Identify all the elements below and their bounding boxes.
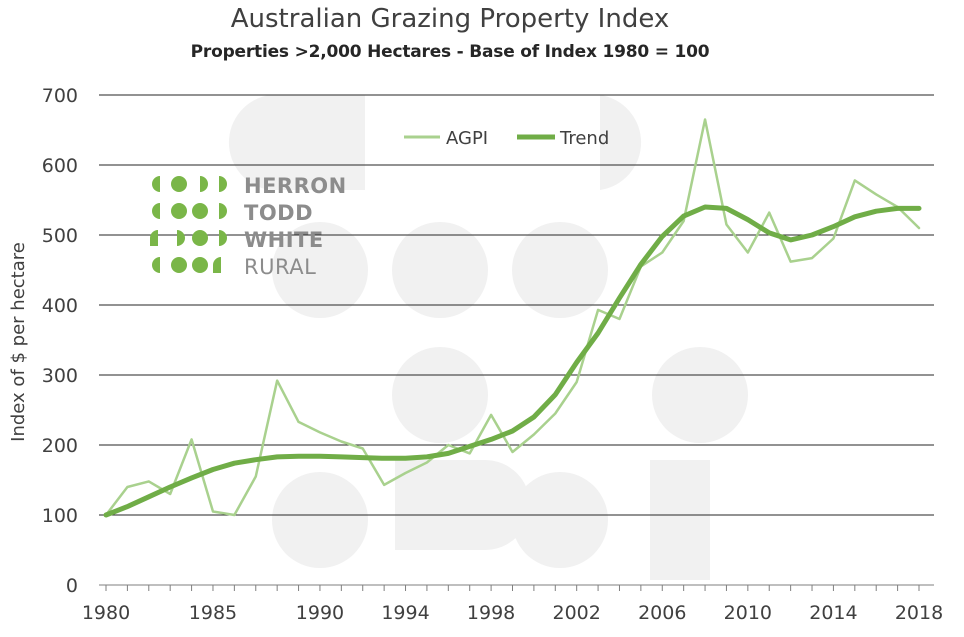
chart-subtitle: Properties >2,000 Hectares - Base of Ind… bbox=[190, 42, 710, 62]
watermark-logo bbox=[228, 95, 748, 580]
watermark-shape bbox=[272, 472, 368, 568]
logo-dot bbox=[150, 230, 158, 246]
watermark-shape bbox=[650, 460, 710, 580]
watermark-shape bbox=[392, 347, 488, 443]
legend-label-trend: Trend bbox=[559, 128, 609, 149]
gridlines bbox=[99, 94, 934, 516]
logo-dot bbox=[152, 257, 160, 273]
y-tick-label: 0 bbox=[66, 575, 78, 597]
logo-dot bbox=[152, 203, 160, 219]
x-axis-ticks: 1980 1985 1990 1994 1998 2002 2006 2010 2014 2018 bbox=[82, 585, 943, 624]
x-tick-label: 1990 bbox=[296, 602, 344, 624]
logo-dot bbox=[192, 230, 208, 246]
logo-dot bbox=[200, 176, 208, 192]
logo-dot bbox=[171, 257, 187, 273]
watermark-shape bbox=[512, 472, 608, 568]
watermark-shape bbox=[392, 222, 488, 318]
logo-dot bbox=[171, 176, 187, 192]
x-tick-label: 2006 bbox=[638, 602, 686, 624]
y-tick-label: 200 bbox=[42, 435, 78, 457]
logo-word-todd: TODD bbox=[244, 201, 313, 225]
logo-dot bbox=[219, 203, 227, 219]
y-tick-label: 700 bbox=[42, 85, 78, 107]
logo-dot bbox=[177, 230, 185, 246]
x-tick-label: 2010 bbox=[724, 602, 772, 624]
watermark-shape bbox=[395, 460, 530, 550]
y-tick-label: 100 bbox=[42, 505, 78, 527]
legend: AGPI Trend bbox=[404, 128, 609, 149]
legend-label-agpi: AGPI bbox=[446, 128, 488, 149]
logo-dot bbox=[192, 203, 208, 219]
watermark-shape bbox=[228, 95, 365, 190]
watermark-shape bbox=[272, 222, 368, 318]
x-tick-label: 1994 bbox=[381, 602, 429, 624]
x-tick-label: 2018 bbox=[895, 602, 943, 624]
y-axis-ticks: 0 100 200 300 400 500 600 700 bbox=[42, 85, 78, 597]
series-group bbox=[103, 118, 922, 518]
watermark-shape bbox=[652, 347, 748, 443]
x-tick-label: 2002 bbox=[553, 602, 601, 624]
chart-title: Australian Grazing Property Index bbox=[230, 4, 670, 34]
logo-dot bbox=[152, 176, 160, 192]
y-tick-label: 500 bbox=[42, 225, 78, 247]
logo-word-white: WHITE bbox=[244, 228, 324, 252]
x-tick-label: 1980 bbox=[82, 602, 130, 624]
logo-dot bbox=[192, 257, 208, 273]
logo-dot bbox=[171, 203, 187, 219]
series-line-agpi bbox=[104, 118, 921, 517]
y-axis-label: Index of $ per hectare bbox=[8, 242, 29, 442]
x-tick-label: 1985 bbox=[189, 602, 237, 624]
x-tick-label: 2014 bbox=[809, 602, 857, 624]
y-tick-label: 400 bbox=[42, 295, 78, 317]
y-tick-label: 300 bbox=[42, 365, 78, 387]
company-logo: HERRON TODD WHITE RURAL bbox=[150, 174, 347, 279]
logo-dot bbox=[219, 230, 227, 246]
logo-dot bbox=[219, 176, 227, 192]
logo-dot bbox=[213, 257, 221, 273]
series-line-trend bbox=[103, 204, 922, 518]
y-tick-label: 600 bbox=[42, 155, 78, 177]
watermark-shape bbox=[600, 95, 642, 190]
watermark-shape bbox=[512, 222, 608, 318]
logo-mark-icon bbox=[150, 176, 227, 273]
x-tick-label: 1998 bbox=[467, 602, 515, 624]
logo-word-rural: RURAL bbox=[244, 255, 316, 279]
logo-word-herron: HERRON bbox=[244, 174, 347, 198]
